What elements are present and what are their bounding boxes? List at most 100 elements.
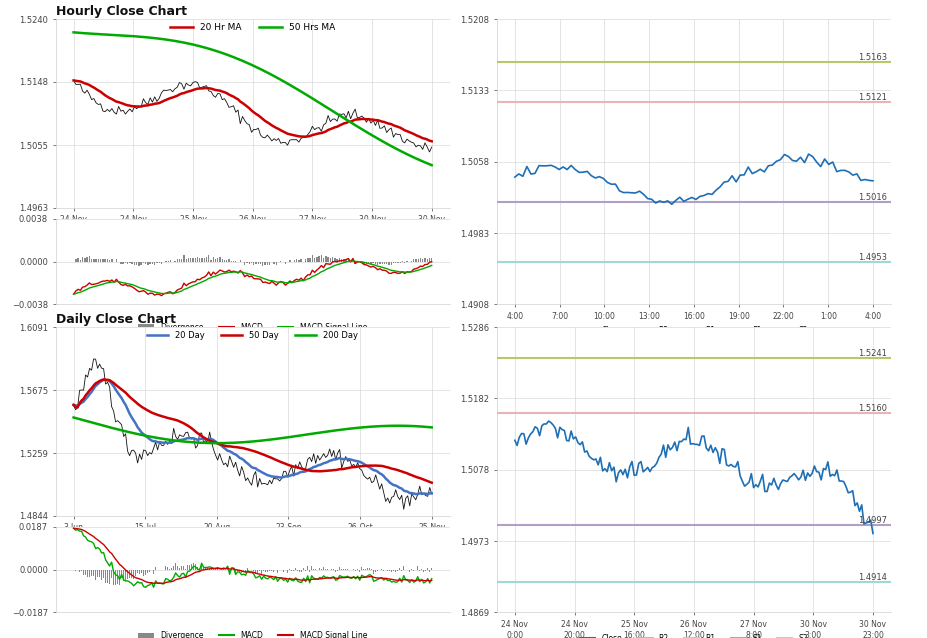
Bar (260, 570, 262, 574)
Bar (102, 258, 104, 262)
MACD (140, 288, 151, 296)
Bar (264, 262, 265, 265)
Bar (129, 570, 130, 579)
Bar (321, 255, 322, 262)
Bar (181, 258, 183, 262)
Close (822, 161, 833, 168)
MACD Signal Line (387, 576, 399, 584)
Close (814, 163, 825, 170)
MACD (156, 292, 167, 299)
MACD Signal Line (110, 555, 121, 563)
MACD (140, 584, 151, 591)
Bar (295, 568, 296, 570)
Bar (149, 570, 150, 572)
MACD (171, 286, 183, 294)
Bar (205, 568, 206, 570)
Line: 50 Hrs MA: 50 Hrs MA (73, 33, 431, 165)
MACD Signal Line (362, 260, 374, 267)
Bar (313, 258, 315, 262)
Legend: Divergence, MACD, MACD Signal Line: Divergence, MACD, MACD Signal Line (135, 628, 370, 638)
Bar (323, 567, 324, 570)
Close (867, 177, 878, 184)
Bar (86, 257, 88, 262)
Close (542, 417, 553, 425)
MACD Signal Line (410, 267, 421, 275)
Bar (235, 570, 236, 574)
Bar (169, 568, 170, 570)
Bar (172, 566, 174, 570)
Bar (214, 260, 216, 262)
Text: 1.5160: 1.5160 (857, 404, 886, 413)
Bar (133, 570, 134, 579)
Bar (189, 565, 190, 570)
Bar (372, 262, 374, 263)
Bar (293, 570, 294, 571)
Bar (419, 258, 421, 262)
Bar (309, 570, 310, 572)
Bar (134, 570, 136, 576)
Bar (431, 258, 432, 262)
Bar (300, 570, 302, 572)
Bar (145, 262, 146, 264)
20 Hr MA (140, 101, 151, 109)
Bar (140, 262, 142, 265)
MACD Signal Line (425, 577, 437, 584)
Bar (327, 257, 328, 262)
20 Day (98, 376, 109, 383)
Bar (383, 570, 384, 572)
MACD (68, 524, 79, 532)
Bar (379, 262, 380, 263)
Bar (419, 570, 420, 571)
Bar (255, 262, 257, 264)
Bar (127, 262, 128, 263)
200 Day (387, 422, 399, 429)
Bar (395, 262, 396, 263)
20 Day (206, 435, 217, 443)
20 Hr MA (299, 133, 311, 140)
Bar (247, 568, 248, 570)
MACD (68, 290, 79, 298)
Bar (397, 570, 398, 571)
Bar (246, 262, 248, 263)
20 Day (412, 490, 423, 498)
Bar (392, 262, 394, 263)
Bar (376, 262, 378, 265)
Close (802, 150, 813, 158)
Bar (217, 569, 218, 570)
Bar (111, 260, 112, 262)
Bar (108, 260, 110, 262)
MACD Signal Line (425, 262, 437, 269)
Bar (326, 569, 328, 570)
Bar (223, 260, 225, 262)
Bar (333, 568, 334, 570)
MACD (365, 263, 376, 271)
Bar (177, 566, 178, 570)
Bar (335, 570, 336, 572)
Text: Hourly Close Chart: Hourly Close Chart (56, 5, 186, 18)
MACD (206, 563, 217, 571)
Bar (367, 568, 368, 570)
Bar (426, 568, 428, 570)
Bar (428, 570, 430, 572)
Text: 1.5241: 1.5241 (857, 349, 886, 358)
Bar (93, 259, 95, 262)
Bar (93, 570, 95, 576)
Close (666, 200, 677, 208)
Bar (347, 568, 348, 570)
Bar (376, 570, 378, 571)
Bar (265, 570, 266, 572)
Bar (323, 258, 324, 262)
Bar (236, 570, 238, 572)
Bar (136, 262, 137, 265)
MACD (387, 577, 399, 585)
Bar (363, 262, 364, 263)
Bar (122, 262, 123, 264)
Bar (283, 570, 284, 572)
Bar (303, 568, 304, 570)
50 Day (68, 401, 79, 409)
Bar (170, 260, 171, 262)
Bar (305, 258, 306, 262)
Bar (400, 570, 402, 571)
Bar (139, 570, 140, 574)
Bar (147, 262, 148, 265)
